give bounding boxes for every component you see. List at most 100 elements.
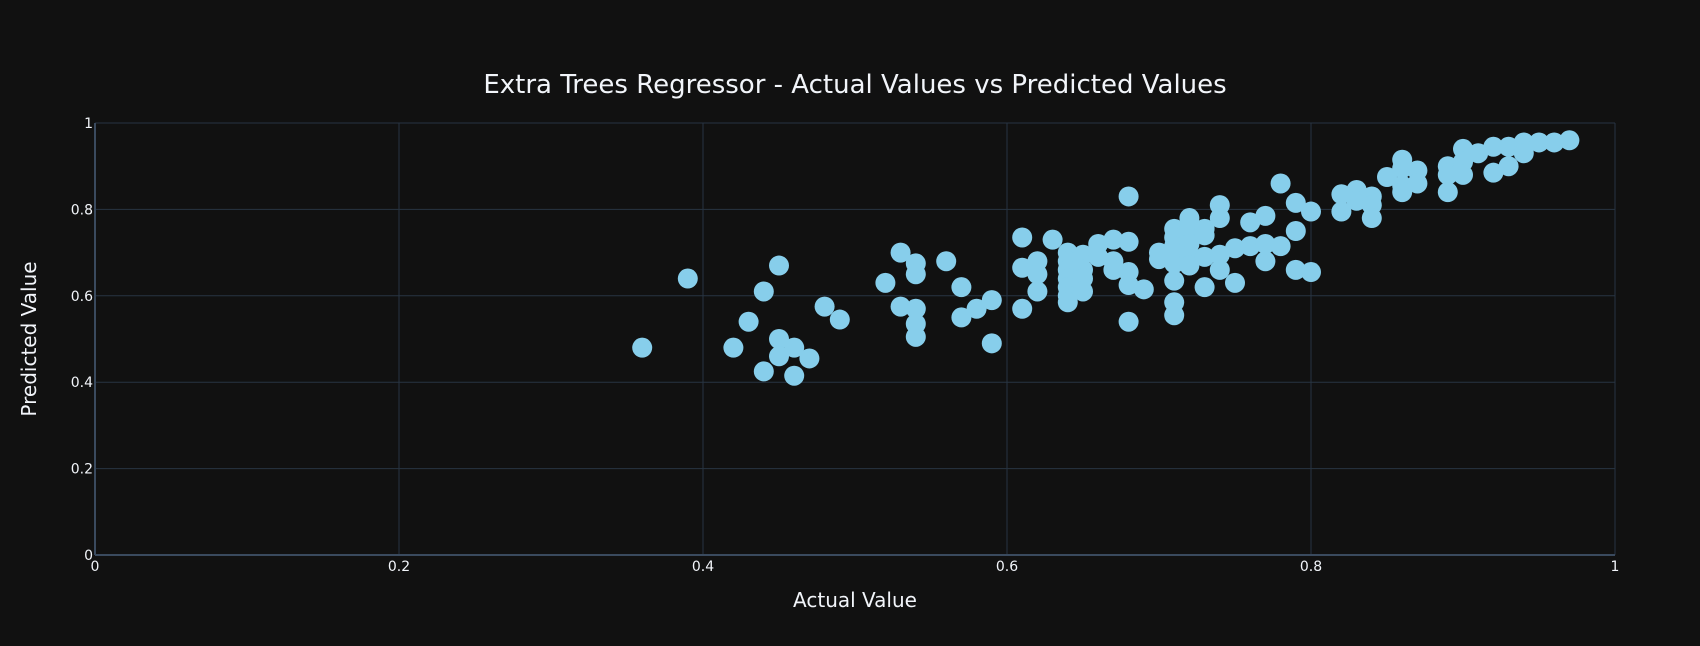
data-point[interactable] <box>1513 143 1534 164</box>
data-point[interactable] <box>1027 264 1048 285</box>
data-point[interactable] <box>1453 164 1473 185</box>
data-point[interactable] <box>1255 251 1276 272</box>
data-point[interactable] <box>1164 305 1185 326</box>
data-point[interactable] <box>1270 236 1291 257</box>
data-point[interactable] <box>1255 205 1276 226</box>
data-point[interactable] <box>1073 281 1093 302</box>
data-point[interactable] <box>1483 162 1504 183</box>
y-tick-label: 0 <box>84 548 93 564</box>
data-point[interactable] <box>829 309 850 330</box>
x-tick-label: 0.8 <box>1300 559 1322 575</box>
data-point[interactable] <box>1118 311 1139 332</box>
data-point[interactable] <box>1164 270 1185 291</box>
data-point[interactable] <box>1407 173 1428 194</box>
data-point[interactable] <box>951 277 972 298</box>
data-point[interactable] <box>1301 262 1321 283</box>
data-point[interactable] <box>677 268 698 289</box>
data-point[interactable] <box>1164 253 1185 274</box>
x-axis-title: Actual Value <box>793 588 917 612</box>
data-point[interactable] <box>769 255 789 276</box>
data-point[interactable] <box>1270 173 1291 194</box>
data-point[interactable] <box>1377 167 1397 187</box>
data-point[interactable] <box>1012 298 1033 319</box>
data-point[interactable] <box>1118 186 1139 207</box>
data-point[interactable] <box>1255 233 1276 254</box>
data-point[interactable] <box>1088 246 1109 267</box>
data-point[interactable] <box>1240 236 1261 257</box>
data-point[interactable] <box>799 348 820 369</box>
data-point[interactable] <box>1118 275 1139 295</box>
data-point[interactable] <box>1331 201 1352 222</box>
data-point[interactable] <box>1225 272 1245 293</box>
data-point[interactable] <box>905 298 926 319</box>
data-point[interactable] <box>1179 218 1200 239</box>
data-point[interactable] <box>1559 130 1580 151</box>
data-point[interactable] <box>1027 281 1048 302</box>
axes <box>94 123 1615 556</box>
data-points <box>632 130 1580 386</box>
data-point[interactable] <box>1331 184 1352 205</box>
data-point[interactable] <box>951 307 972 328</box>
data-point[interactable] <box>1194 246 1215 267</box>
tick-labels: 0 0.2 0.4 0.6 0.8 1 0 0.2 0.4 0.6 0.8 1 <box>71 116 1620 575</box>
data-point[interactable] <box>1240 212 1261 233</box>
data-point[interactable] <box>1209 259 1230 280</box>
data-point[interactable] <box>632 337 653 358</box>
data-point[interactable] <box>1209 208 1230 229</box>
data-point[interactable] <box>1301 201 1321 222</box>
data-point[interactable] <box>966 298 987 319</box>
data-point[interactable] <box>1103 259 1124 280</box>
data-point[interactable] <box>890 296 911 317</box>
data-point[interactable] <box>1285 221 1306 241</box>
data-point[interactable] <box>1498 136 1519 157</box>
data-point[interactable] <box>738 311 759 332</box>
grid <box>95 122 1616 555</box>
data-point[interactable] <box>753 361 774 382</box>
data-point[interactable] <box>981 290 1002 311</box>
data-point[interactable] <box>905 264 926 285</box>
data-point[interactable] <box>1361 208 1382 229</box>
data-point[interactable] <box>784 365 805 386</box>
data-point[interactable] <box>1437 164 1458 185</box>
data-point[interactable] <box>1057 292 1078 313</box>
data-point[interactable] <box>1285 259 1306 280</box>
data-point[interactable] <box>905 326 926 347</box>
data-point[interactable] <box>1042 229 1063 250</box>
data-point[interactable] <box>753 281 774 302</box>
data-point[interactable] <box>1437 182 1458 203</box>
data-point[interactable] <box>769 329 789 349</box>
data-point[interactable] <box>1194 277 1215 298</box>
data-point[interactable] <box>1149 249 1169 270</box>
data-point[interactable] <box>890 242 911 263</box>
data-point[interactable] <box>875 272 896 293</box>
data-point[interactable] <box>1225 238 1245 259</box>
data-point[interactable] <box>1012 257 1033 278</box>
data-point[interactable] <box>981 333 1002 354</box>
data-point[interactable] <box>769 346 789 367</box>
data-point[interactable] <box>1209 244 1230 265</box>
data-point[interactable] <box>1194 225 1215 246</box>
x-tick-label: 0.2 <box>388 559 410 575</box>
data-point[interactable] <box>1529 132 1549 153</box>
data-point[interactable] <box>1483 136 1504 157</box>
data-point[interactable] <box>723 337 744 358</box>
data-point[interactable] <box>1285 192 1306 213</box>
data-point[interactable] <box>1498 156 1519 177</box>
data-point[interactable] <box>814 296 835 317</box>
data-point[interactable] <box>1392 158 1413 179</box>
data-point[interactable] <box>1179 255 1200 276</box>
data-point[interactable] <box>1392 182 1413 203</box>
data-point[interactable] <box>1468 143 1489 164</box>
data-point[interactable] <box>1012 227 1033 248</box>
data-point[interactable] <box>1073 244 1093 265</box>
data-point[interactable] <box>1346 190 1367 211</box>
data-point[interactable] <box>1118 231 1139 252</box>
data-point[interactable] <box>936 251 957 272</box>
data-point[interactable] <box>784 337 805 358</box>
data-point[interactable] <box>1133 279 1154 300</box>
data-point[interactable] <box>1103 229 1124 250</box>
y-tick-label: 0.2 <box>71 462 93 478</box>
x-tick-label: 0 <box>91 559 100 575</box>
data-point[interactable] <box>1544 132 1565 153</box>
